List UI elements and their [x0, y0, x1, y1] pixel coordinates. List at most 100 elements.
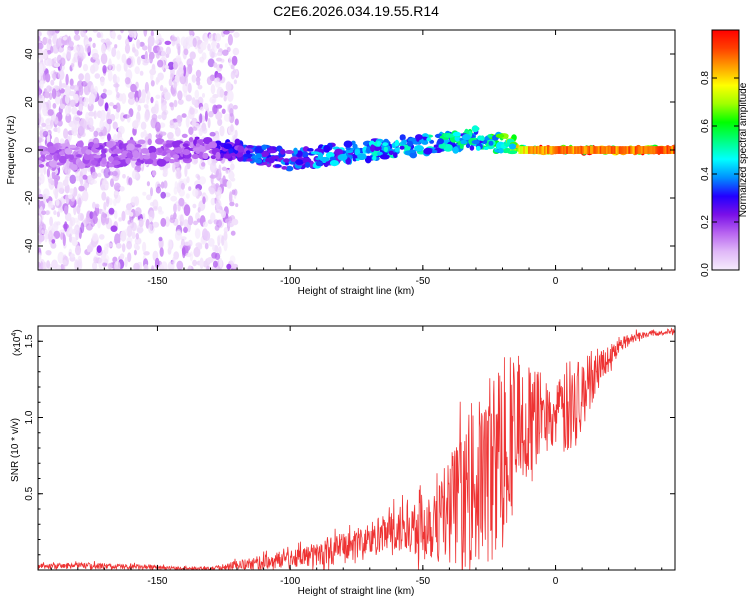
- spectrogram-noise-cell: [214, 203, 221, 211]
- spectrogram-ridge-cell: [393, 152, 398, 159]
- snr-y-tick-label: 0.5: [24, 486, 35, 500]
- snr-series-line: [38, 327, 675, 570]
- spectrogram-noise-cell: [89, 211, 94, 220]
- spectrogram-ridge-cell: [307, 148, 314, 152]
- spectrogram-noise-cell: [148, 223, 153, 232]
- spectrogram-ridge-cell: [85, 149, 92, 155]
- spectrogram-noise-cell: [157, 114, 162, 120]
- spectrogram-y-tick-label: 0: [24, 147, 35, 153]
- spectrogram-noise-cell: [160, 181, 165, 189]
- spectrogram-band-cell: [591, 146, 595, 154]
- spectrogram-band-cell: [618, 146, 622, 154]
- spectrogram-noise-cell: [231, 218, 239, 226]
- spectrogram-noise-cell: [228, 56, 233, 67]
- spectrogram-noise-cell: [216, 51, 222, 56]
- spectrogram-noise-cell: [170, 214, 174, 221]
- spectrogram-band-cell: [607, 146, 610, 154]
- spectrogram-noise-cell: [59, 188, 63, 193]
- spectrogram-noise-cell: [122, 174, 126, 179]
- spectrogram-noise-cell: [201, 162, 206, 167]
- spectrogram-noise-cell: [174, 74, 181, 83]
- spectrogram-noise-cell: [199, 176, 206, 185]
- spectrogram-noise-cell: [78, 185, 85, 192]
- spectrogram-ridge-cell: [93, 155, 102, 159]
- spectrogram-noise-cell: [113, 198, 117, 207]
- spectrogram-noise-cell: [204, 110, 208, 122]
- spectrogram-noise-cell: [47, 200, 54, 209]
- spectrogram-band-cell: [593, 146, 596, 154]
- spectrogram-noise-cell: [133, 249, 137, 256]
- spectrogram-noise-cell: [188, 126, 194, 135]
- spectrogram-ridge-cell: [508, 143, 517, 150]
- spectrogram-noise-cell: [124, 43, 131, 54]
- spectrogram-noise-cell: [183, 204, 191, 217]
- spectrogram-noise-cell: [141, 96, 146, 104]
- spectrogram-ridge-cell: [329, 160, 339, 167]
- spectrogram-band-cell: [556, 146, 559, 154]
- spectrogram-noise-cell: [217, 118, 223, 126]
- spectrogram-band-cell: [609, 146, 612, 154]
- spectrogram-noise-cell: [68, 40, 74, 48]
- spectrogram-noise-cell: [169, 102, 174, 108]
- spectrogram-noise-cell: [170, 195, 178, 202]
- spectrogram-noise-cell: [185, 94, 192, 102]
- spectrogram-panel: -150 -100 -50 0 40 20 0 -20 -40 Height of strai…: [6, 29, 676, 297]
- spectrogram-band-cell: [523, 146, 526, 154]
- spectrogram-noise-cell: [88, 111, 95, 117]
- spectrogram-noise-cell: [178, 188, 185, 197]
- spectrogram-ridge-cell: [305, 161, 311, 168]
- spectrogram-noise-cell: [38, 72, 41, 82]
- spectrogram-noise-cell: [46, 85, 52, 93]
- spectrogram-noise-cell: [116, 63, 122, 72]
- spectrogram-noise-cell: [112, 73, 118, 84]
- spectrogram-band-cell: [551, 146, 555, 154]
- spectrogram-noise-cell: [208, 33, 214, 42]
- spectrogram-band-cell: [543, 146, 547, 154]
- colorbar-tick-label: 0.6: [700, 119, 711, 133]
- spectrogram-ridge-cell: [267, 149, 277, 154]
- spectrogram-band-cell: [598, 146, 601, 154]
- spectrogram-ridge-cell: [460, 139, 467, 145]
- spectrogram-noise-cell: [135, 97, 139, 107]
- spectrogram-noise-cell: [126, 225, 133, 238]
- spectrogram-noise-cell: [121, 93, 127, 104]
- spectrogram-noise-cell: [53, 210, 57, 216]
- spectrogram-ridge-cell: [290, 157, 298, 162]
- spectrogram-noise-cell: [156, 46, 164, 52]
- spectrogram-ridge-cell: [409, 151, 417, 159]
- spectrogram-x-tick-label: 0: [553, 276, 559, 287]
- spectrogram-noise-cell: [164, 216, 170, 227]
- spectrogram-band-cell: [532, 146, 536, 154]
- spectrogram-ridge-cell: [101, 157, 107, 165]
- spectrogram-ridge-cell: [38, 157, 44, 161]
- spectrogram-noise-cell: [177, 99, 184, 105]
- spectrogram-band-cell: [663, 146, 666, 154]
- spectrogram-noise-cell: [158, 236, 163, 242]
- spectrogram-ridge-cell: [38, 160, 43, 165]
- spectrogram-ridge-cell: [147, 138, 152, 146]
- spectrogram-noise-cell: [183, 219, 189, 228]
- spectrogram-ridge-cell: [132, 150, 140, 159]
- spectrogram-noise-cell: [79, 85, 84, 96]
- spectrogram-noise-cell: [173, 203, 177, 213]
- spectrogram-band-cell: [526, 146, 529, 154]
- spectrogram-noise-cell: [65, 105, 71, 117]
- spectrogram-noise-cell: [126, 113, 131, 123]
- spectrogram-noise-cell: [126, 58, 132, 66]
- spectrogram-noise-cell: [41, 122, 47, 128]
- spectrogram-noise-cell: [92, 42, 96, 49]
- spectrogram-ridge-cell: [149, 152, 157, 160]
- spectrogram-noise-cell: [53, 57, 58, 62]
- spectrogram-band-cell: [641, 146, 644, 154]
- spectrogram-noise-cell: [200, 239, 207, 245]
- spectrogram-band-cell: [596, 146, 599, 154]
- spectrogram-y-tick-label: -40: [24, 238, 35, 253]
- spectrogram-noise-cell: [38, 252, 42, 261]
- spectrogram-ridge-cell: [399, 134, 406, 141]
- spectrogram-ridge-cell: [56, 154, 61, 159]
- spectrogram-noise-cell: [41, 210, 47, 215]
- spectrogram-ridge-cell: [188, 137, 194, 143]
- spectrogram-noise-cell: [117, 34, 122, 41]
- spectrogram-noise-cell: [149, 201, 155, 207]
- colorbar-ticks: 0.0 0.2 0.4 0.6 0.8: [700, 71, 739, 277]
